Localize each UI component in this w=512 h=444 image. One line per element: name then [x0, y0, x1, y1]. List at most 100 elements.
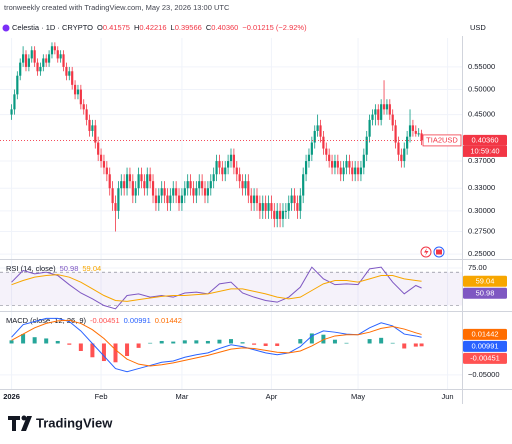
candle-body	[302, 174, 305, 196]
candle-body	[99, 154, 103, 162]
candle-body	[270, 203, 273, 211]
candle-body	[114, 203, 117, 211]
candle-body	[224, 167, 227, 175]
candle-body	[56, 50, 59, 59]
candle-body	[247, 181, 250, 196]
candle-body	[19, 62, 22, 76]
candle-body	[73, 84, 77, 95]
candle-body	[348, 161, 351, 168]
candle-body	[183, 188, 186, 196]
currency: USD	[470, 23, 486, 32]
quote-key: L	[171, 23, 175, 32]
histogram-bar	[217, 339, 222, 344]
candle-body	[365, 136, 368, 155]
candle-body	[261, 203, 264, 211]
event-icon	[424, 248, 429, 256]
candle-body	[212, 174, 215, 182]
candle-body	[221, 167, 224, 175]
candle-body	[13, 94, 16, 110]
logo-mark	[8, 416, 20, 431]
candle-body	[325, 148, 328, 155]
candle-body	[195, 188, 198, 196]
candle-body	[299, 195, 302, 211]
candle-body	[137, 174, 140, 189]
candle-body	[149, 174, 152, 182]
candle-body	[39, 66, 42, 72]
pane-title: RSI (14, close)	[6, 264, 56, 273]
candle-body	[394, 125, 397, 143]
pane-value: 0.01442	[155, 316, 182, 325]
candle-body	[229, 154, 233, 162]
symbol-tag: TIA2USD	[426, 135, 458, 144]
candle-body	[94, 125, 97, 143]
candle-body	[50, 46, 54, 55]
histogram-bar	[402, 343, 407, 349]
candle-body	[264, 203, 267, 211]
candle-body	[143, 181, 146, 189]
x-tick-label: May	[351, 392, 365, 401]
quote-value: 0.41575	[103, 23, 130, 32]
candle-body	[120, 181, 123, 189]
candle-body	[345, 161, 348, 168]
candle-body	[206, 188, 209, 196]
histogram-bar	[136, 343, 141, 348]
candle-body	[22, 54, 25, 63]
candle-body	[131, 181, 134, 196]
candle-body	[215, 161, 218, 175]
candle-body	[397, 142, 400, 155]
quote-value: 0.39566	[175, 23, 202, 32]
axis-tag	[463, 287, 507, 299]
candle-body	[146, 174, 149, 189]
candle-body	[108, 174, 111, 189]
quote-key: C	[206, 23, 212, 32]
histogram-bar	[413, 343, 418, 347]
candle-body	[241, 181, 244, 189]
candle-body	[284, 210, 287, 212]
grid	[0, 38, 462, 389]
histogram-bar	[32, 337, 37, 344]
axis-tag-label: 0.01442	[471, 329, 498, 338]
axis-tag	[463, 340, 507, 352]
histogram-bar	[379, 337, 384, 344]
candle-body	[380, 104, 383, 120]
symbol: Celestia · 1D · CRYPTO	[12, 23, 93, 32]
axis-tag	[463, 352, 507, 364]
histogram-bar	[229, 339, 233, 344]
histogram-bar	[332, 339, 337, 344]
histogram-bar	[159, 340, 164, 344]
axis-tag-label: -0.00451	[470, 353, 500, 362]
pane-value: -0.00451	[90, 316, 120, 325]
histogram-bar	[44, 338, 49, 344]
candle-body	[79, 89, 82, 105]
candle-body	[408, 125, 412, 137]
histogram-bar	[21, 334, 26, 344]
axis-tag	[463, 275, 507, 287]
histogram-bar	[55, 340, 60, 344]
candle-body	[296, 203, 299, 211]
candle-body	[313, 130, 316, 143]
candle-body	[30, 50, 33, 59]
histogram-bar	[194, 340, 199, 344]
x-tick-label: Apr	[266, 392, 278, 401]
candle-body	[105, 167, 108, 175]
countdown-box	[463, 145, 507, 157]
candle-body	[169, 195, 172, 204]
quote-key: H	[134, 23, 139, 32]
axis-tag-label: 0.40360	[471, 135, 498, 144]
histogram-bar	[275, 343, 280, 346]
candle-body	[10, 109, 13, 115]
candle-body	[414, 130, 417, 134]
candle-body	[276, 210, 279, 219]
candle-body	[175, 188, 178, 196]
symbol-icon	[2, 24, 10, 32]
candle-body	[258, 203, 261, 211]
candle-body	[382, 104, 386, 110]
x-tick-label: Jun	[442, 392, 454, 401]
logo-text: TradingView	[36, 415, 113, 430]
pane-header: RSI (14, close) 50.98 59.04	[6, 264, 101, 273]
candle-body	[281, 210, 285, 219]
quote-line: Celestia · 1D · CRYPTO O0.41575 H0.42216 L0…	[12, 23, 307, 32]
candle-body	[76, 89, 80, 95]
candle-body	[339, 167, 342, 175]
